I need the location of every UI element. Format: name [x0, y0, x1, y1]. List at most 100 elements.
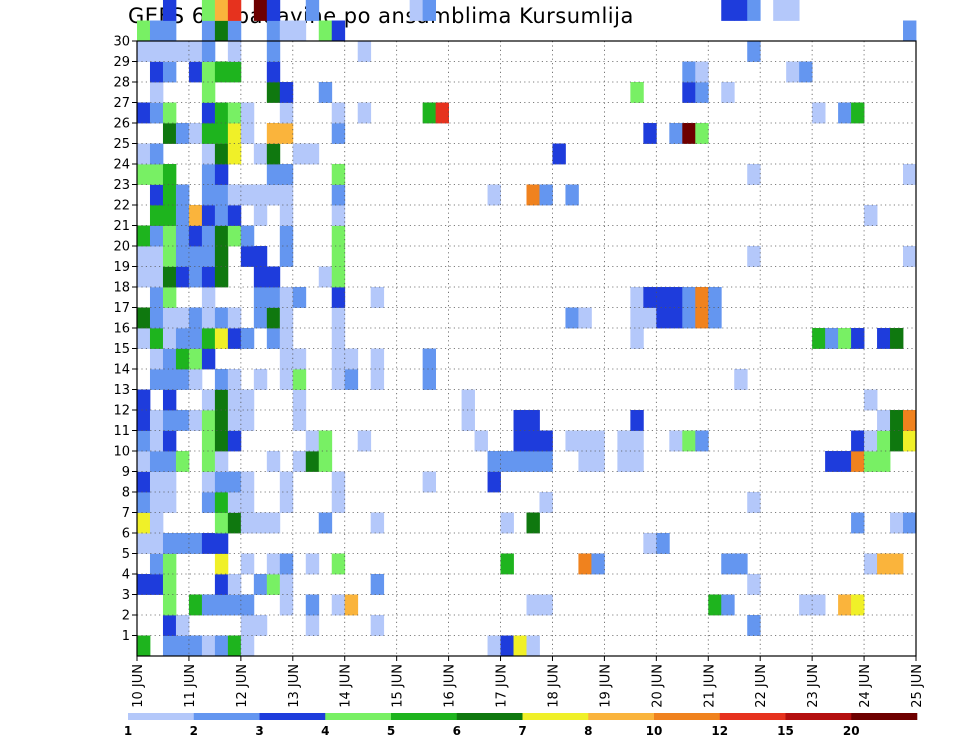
heatmap-cell — [162, 307, 177, 329]
heatmap-cell — [266, 553, 281, 575]
heatmap-cell — [435, 102, 449, 124]
heatmap-cell — [877, 451, 891, 472]
heatmap-cell — [682, 61, 696, 83]
heatmap-cell — [227, 61, 242, 83]
heatmap-cell — [227, 389, 242, 411]
heatmap-cell — [162, 451, 177, 472]
heatmap-cell — [513, 410, 527, 431]
heatmap-cell — [214, 225, 229, 247]
heatmap-cell — [409, 0, 424, 21]
heatmap-cell — [162, 20, 177, 42]
heatmap-cell — [201, 348, 216, 370]
heatmap-cell — [175, 369, 190, 390]
heatmap-cell — [877, 553, 891, 575]
heatmap-cell — [149, 102, 164, 124]
heatmap-cell — [175, 533, 190, 554]
heatmap-cell — [188, 246, 203, 267]
heatmap-cell — [227, 512, 242, 534]
heatmap-cell — [331, 205, 346, 226]
heatmap-cell — [240, 594, 255, 616]
x-tick-label: 23 JUN — [806, 664, 821, 708]
heatmap-cell — [812, 328, 826, 349]
heatmap-cell — [137, 41, 151, 62]
colorbar-swatch — [654, 713, 721, 720]
heatmap-cell — [137, 389, 151, 411]
heatmap-cell — [526, 594, 540, 616]
heatmap-cell — [513, 430, 527, 452]
heatmap-cell — [344, 594, 359, 616]
heatmap-cell — [162, 553, 177, 575]
heatmap-cell — [331, 246, 346, 267]
heatmap-cell — [201, 164, 216, 185]
heatmap-cell — [331, 369, 346, 390]
heatmap-cell — [214, 61, 229, 83]
heatmap-cell — [903, 512, 917, 534]
colorbar-swatch — [128, 713, 195, 720]
heatmap-cell — [240, 246, 255, 267]
heatmap-cell — [682, 82, 696, 103]
heatmap-cell — [487, 635, 501, 657]
heatmap-cell — [214, 512, 229, 534]
heatmap-cell — [137, 102, 151, 124]
heatmap-cell — [214, 328, 229, 349]
heatmap-cell — [149, 164, 164, 185]
heatmap-cell — [227, 492, 242, 513]
heatmap-cell — [669, 430, 683, 452]
heatmap-cell — [162, 287, 177, 308]
heatmap-cell — [137, 410, 151, 431]
heatmap-cell — [253, 184, 268, 206]
x-tick-label: 21 JUN — [702, 664, 717, 708]
heatmap-cell — [331, 287, 346, 308]
heatmap-cell — [240, 635, 255, 657]
heatmap-cell — [149, 512, 164, 534]
heatmap-cell — [188, 594, 203, 616]
heatmap-cell — [526, 451, 540, 472]
heatmap-cell — [591, 451, 605, 472]
heatmap-cell — [201, 594, 216, 616]
heatmap-cell — [188, 266, 203, 288]
heatmap-cell — [214, 430, 229, 452]
heatmap-cell — [175, 615, 190, 636]
heatmap-cell — [149, 410, 164, 431]
heatmap-cell — [279, 307, 294, 329]
x-tick-label: 10 JUN — [131, 664, 146, 708]
heatmap-cell — [474, 430, 488, 452]
heatmap-cell — [370, 369, 385, 390]
heatmap-cell — [201, 61, 216, 83]
heatmap-cell — [864, 430, 878, 452]
heatmap-cell — [331, 348, 346, 370]
heatmap-cell — [318, 430, 333, 452]
heatmap-cell — [175, 205, 190, 226]
heatmap-cell — [149, 574, 164, 595]
heatmap-cell — [565, 307, 579, 329]
heatmap-cell — [682, 287, 696, 308]
heatmap-cell — [279, 20, 294, 42]
y-tick-label: 12 — [113, 404, 130, 419]
heatmap-cell — [331, 225, 346, 247]
heatmap-cell — [526, 184, 540, 206]
heatmap-cell — [227, 369, 242, 390]
heatmap-cell — [253, 143, 268, 165]
heatmap-cell — [630, 328, 644, 349]
heatmap-cell — [253, 0, 268, 21]
heatmap-cell — [214, 369, 229, 390]
y-tick-label: 1 — [122, 629, 130, 644]
heatmap-cell — [279, 348, 294, 370]
heatmap-cell — [253, 287, 268, 308]
y-tick-label: 17 — [113, 301, 130, 316]
colorbar-tick-label: 7 — [518, 724, 526, 738]
heatmap-cell — [305, 430, 320, 452]
heatmap-cell — [292, 348, 307, 370]
heatmap-cell — [137, 20, 151, 42]
heatmap-cell — [266, 266, 281, 288]
heatmap-cell — [253, 369, 268, 390]
heatmap-cell — [422, 0, 437, 21]
heatmap-cell — [162, 61, 177, 83]
heatmap-cell — [214, 246, 229, 267]
heatmap-cell — [214, 0, 229, 21]
heatmap-cell — [162, 471, 177, 493]
heatmap-cell — [851, 451, 865, 472]
y-tick-label: 11 — [113, 424, 130, 439]
heatmap-cell — [149, 553, 164, 575]
